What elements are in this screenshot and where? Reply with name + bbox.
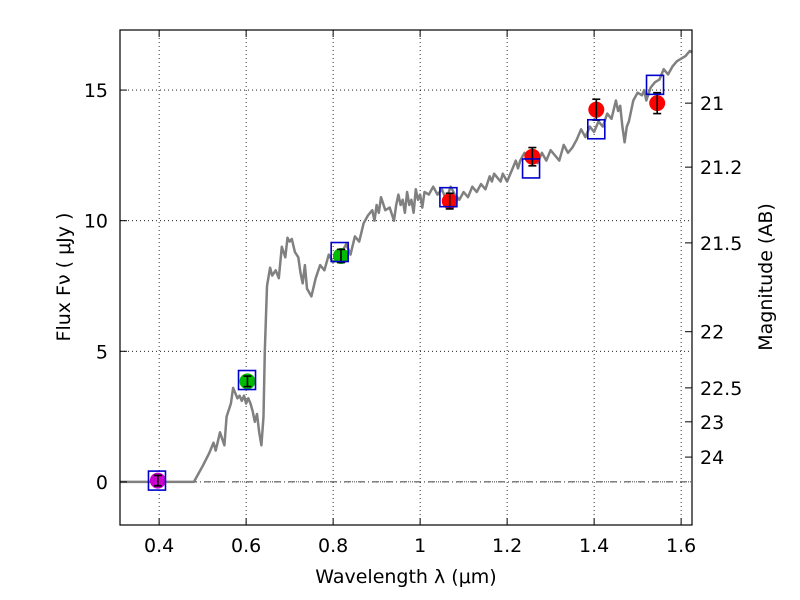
x-tick-label: 1.2 xyxy=(492,535,522,557)
y-tick-label: 0 xyxy=(96,472,108,494)
model-square xyxy=(237,369,257,391)
right-tick-label: 22.5 xyxy=(700,378,742,400)
model-square xyxy=(521,158,541,179)
model-square xyxy=(439,186,458,208)
plot-frame xyxy=(119,29,693,526)
data-marks xyxy=(120,49,693,491)
axis-ticks: 0.4 0.6 0.8 1 1.2 1.4 1.6 0 5 10 15 21 21.2 21.5 22 22.… xyxy=(84,30,742,557)
x-tick-label: 0.6 xyxy=(231,535,261,557)
x-tick-label: 0.8 xyxy=(318,535,348,557)
model-square xyxy=(587,118,606,140)
x-axis-title: Wavelength λ (μm) xyxy=(315,566,496,588)
right-y-axis-title: Magnitude (AB) xyxy=(755,203,777,351)
right-tick-label: 24 xyxy=(700,447,724,469)
model-square xyxy=(645,74,665,96)
y-tick-label: 15 xyxy=(84,80,108,102)
x-tick-label: 0.4 xyxy=(144,535,174,557)
x-tick-label: 1.4 xyxy=(579,535,609,557)
x-tick-label: 1 xyxy=(414,535,426,557)
right-tick-label: 21 xyxy=(700,93,724,115)
right-tick-label: 21.5 xyxy=(700,233,742,255)
y-tick-label: 10 xyxy=(84,211,108,233)
right-tick-label: 21.2 xyxy=(700,157,742,179)
y-axis-title: Flux Fν ( μJy ) xyxy=(53,213,75,342)
y-tick-label: 5 xyxy=(96,341,108,363)
model-square xyxy=(330,241,349,263)
right-tick-label: 22 xyxy=(700,322,724,344)
right-tick-label: 23 xyxy=(700,412,724,434)
x-tick-label: 1.6 xyxy=(666,535,696,557)
spectrum-line xyxy=(120,49,693,484)
model-square xyxy=(147,470,167,491)
